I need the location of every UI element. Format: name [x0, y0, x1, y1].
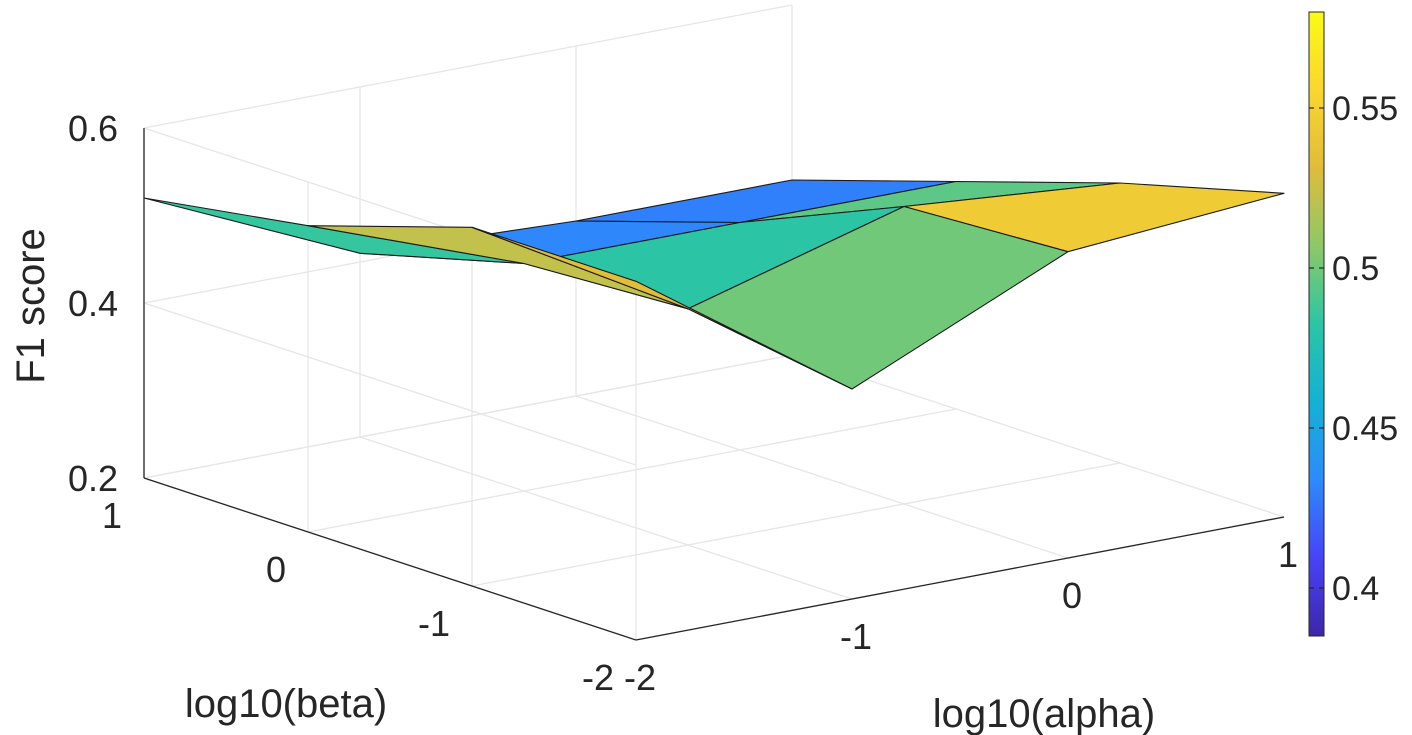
floor-grid-line — [359, 436, 853, 600]
tick-labels: 0.2 0.4 0.6 -2 -1 0 1 -2 -1 0 1 — [68, 108, 1298, 698]
colorbar-gradient — [1308, 11, 1325, 637]
side-wall-grid-line — [143, 302, 637, 466]
grid-lines — [143, 4, 1285, 641]
z-axis-label: F1 score — [9, 228, 53, 384]
colorbar-tick-label: 0.4 — [1332, 570, 1379, 608]
colorbar-tick-label: 0.5 — [1332, 250, 1379, 288]
surface — [143, 179, 1285, 390]
x-axis-label: log10(alpha) — [933, 692, 1155, 735]
x-tick-label: 0 — [1062, 575, 1082, 616]
floor-grid-line — [307, 408, 957, 533]
floor-grid-line — [471, 462, 1121, 587]
y-tick-label: -2 — [582, 657, 614, 698]
colorbar-tick-label: 0.45 — [1332, 410, 1398, 448]
colorbar-tick-label: 0.55 — [1332, 90, 1398, 128]
z-tick-label: 0.6 — [68, 108, 118, 149]
x-axis-line — [635, 516, 1285, 641]
axes — [143, 128, 1285, 641]
back-wall-grid-line — [143, 354, 793, 479]
x-tick-label: -1 — [840, 616, 872, 657]
colorbar: 0.4 0.45 0.5 0.55 — [1308, 11, 1398, 637]
z-tick-label: 0.2 — [68, 458, 118, 499]
floor-grid-line — [791, 354, 1285, 518]
y-tick-label: 0 — [266, 549, 286, 590]
y-axis-line — [143, 477, 637, 641]
y-tick-label: -1 — [418, 603, 450, 644]
z-tick-label: 0.4 — [68, 283, 118, 324]
x-tick-label: -2 — [624, 657, 656, 698]
surface-patch — [471, 226, 853, 390]
floor-grid-line — [575, 395, 1069, 559]
x-tick-label: 1 — [1278, 534, 1298, 575]
y-tick-label: 1 — [102, 495, 122, 536]
back-wall-grid-line — [143, 4, 793, 129]
y-axis-label: log10(beta) — [185, 682, 387, 726]
